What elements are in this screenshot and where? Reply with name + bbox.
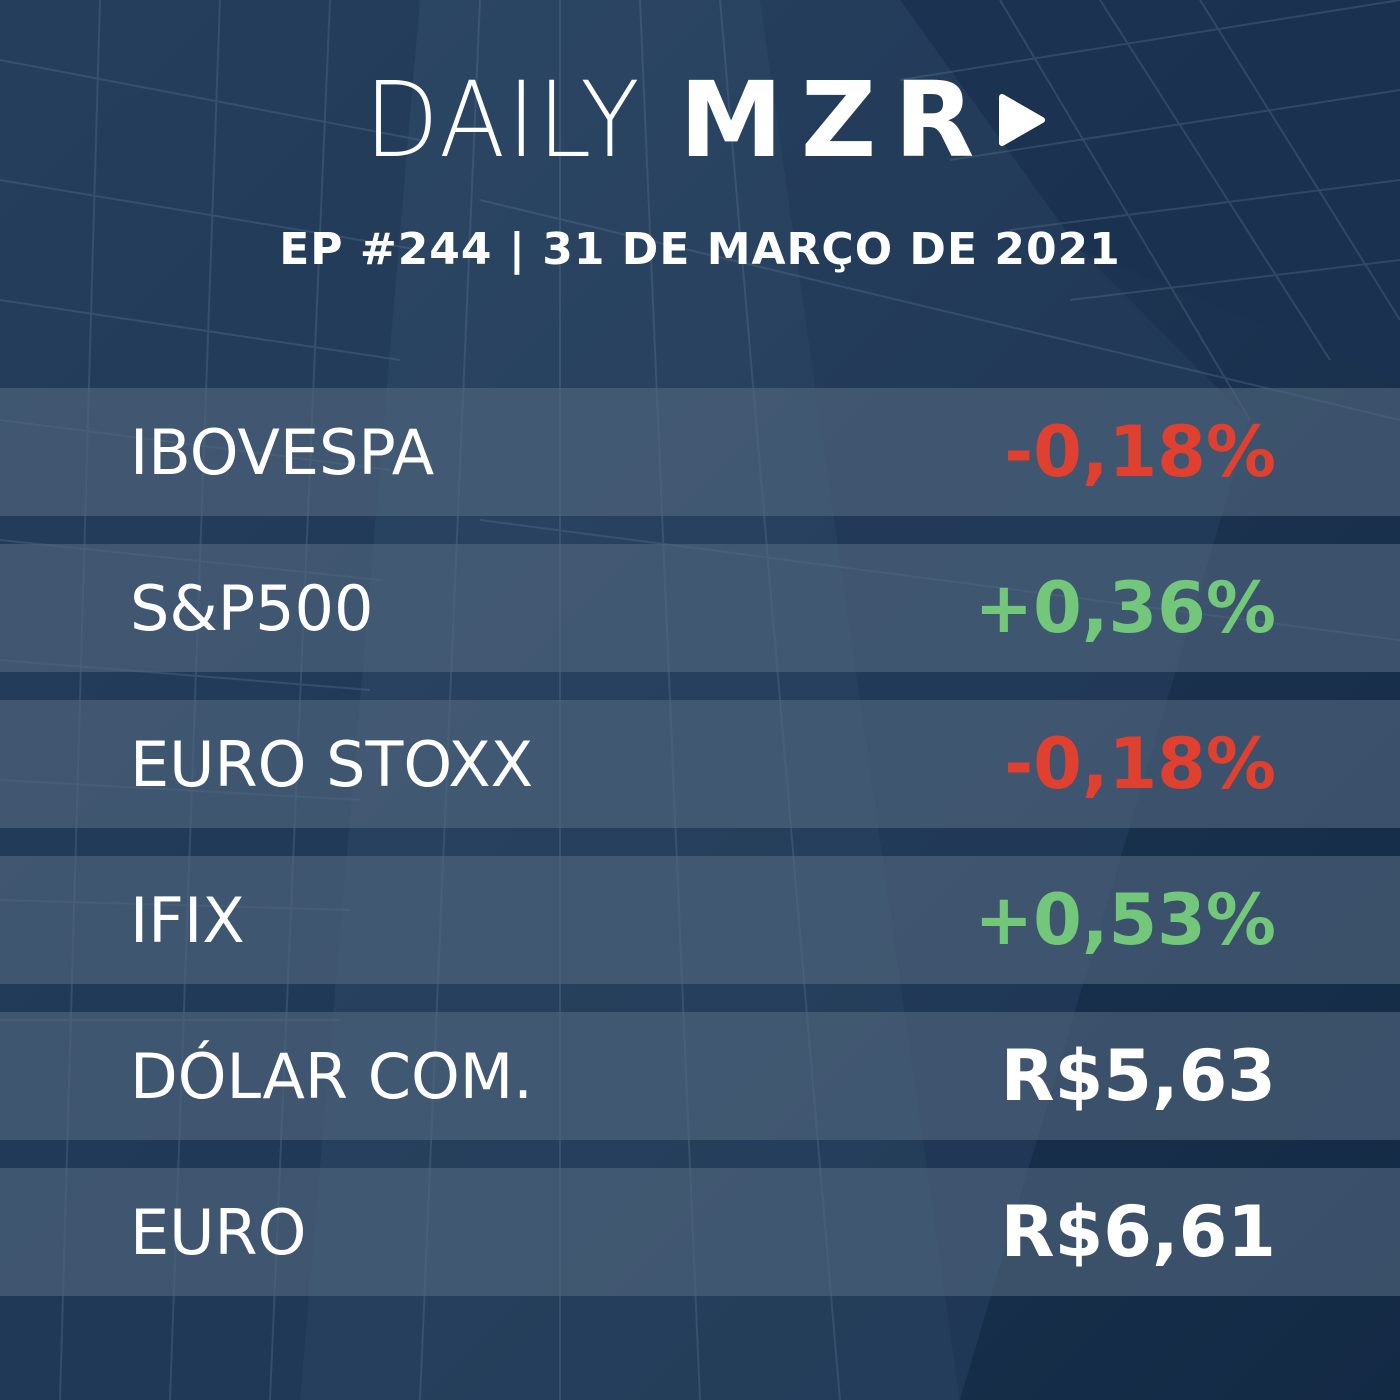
market-label: IFIX bbox=[130, 883, 245, 957]
market-value: +0,36% bbox=[974, 567, 1277, 649]
market-label: EURO bbox=[130, 1195, 307, 1269]
market-row-dolar: DÓLAR COM. R$5,63 bbox=[0, 1012, 1400, 1140]
brand-logo: DAILY MZR bbox=[0, 60, 1400, 180]
market-row-ibovespa: IBOVESPA -0,18% bbox=[0, 388, 1400, 516]
market-rows: IBOVESPA -0,18% S&P500 +0,36% EURO STOXX… bbox=[0, 388, 1400, 1324]
market-row-euro: EURO R$6,61 bbox=[0, 1168, 1400, 1296]
market-label: S&P500 bbox=[130, 571, 374, 645]
market-row-ifix: IFIX +0,53% bbox=[0, 856, 1400, 984]
brand-daily-text: DAILY bbox=[364, 59, 641, 181]
market-label: EURO STOXX bbox=[130, 727, 534, 801]
play-icon bbox=[999, 94, 1046, 146]
market-value: -0,18% bbox=[1004, 411, 1276, 493]
market-row-euro-stoxx: EURO STOXX -0,18% bbox=[0, 700, 1400, 828]
market-label: IBOVESPA bbox=[130, 415, 435, 489]
market-value: R$5,63 bbox=[1000, 1035, 1276, 1117]
episode-date-heading: EP #244 | 31 DE MARÇO DE 2021 bbox=[279, 224, 1121, 275]
market-value: -0,18% bbox=[1004, 723, 1276, 805]
market-value: R$6,61 bbox=[1000, 1191, 1276, 1273]
market-row-sp500: S&P500 +0,36% bbox=[0, 544, 1400, 672]
market-value: +0,53% bbox=[974, 879, 1277, 961]
brand-mzr-text: MZR bbox=[679, 59, 993, 181]
market-label: DÓLAR COM. bbox=[130, 1039, 533, 1113]
